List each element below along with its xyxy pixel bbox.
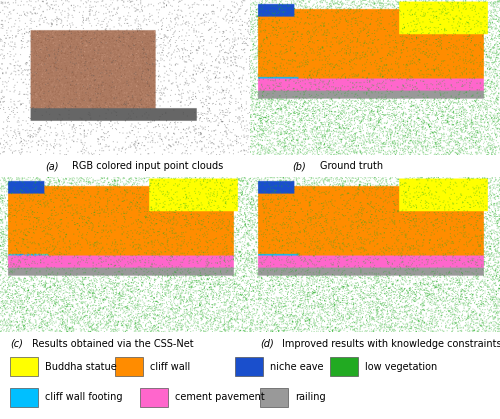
Text: low vegetation: low vegetation: [365, 362, 438, 372]
Text: cliff wall footing: cliff wall footing: [45, 392, 122, 402]
Text: Improved results with knowledge constraints: Improved results with knowledge constrai…: [282, 339, 500, 349]
Bar: [115, 357, 142, 376]
Text: (d): (d): [260, 339, 274, 349]
Bar: [10, 357, 38, 376]
Text: (c): (c): [10, 339, 23, 349]
Bar: [235, 357, 262, 376]
Text: Results obtained via the CSS-Net: Results obtained via the CSS-Net: [32, 339, 194, 349]
Text: cliff wall: cliff wall: [150, 362, 190, 372]
Text: RGB colored input point clouds: RGB colored input point clouds: [72, 161, 224, 171]
Text: niche eave: niche eave: [270, 362, 324, 372]
Bar: [260, 388, 287, 407]
Text: railing: railing: [295, 392, 326, 402]
Bar: [10, 388, 38, 407]
Bar: [140, 388, 168, 407]
Text: Buddha statue: Buddha statue: [45, 362, 117, 372]
Text: cement pavement: cement pavement: [175, 392, 265, 402]
Text: Ground truth: Ground truth: [320, 161, 383, 171]
Text: (b): (b): [292, 161, 306, 171]
Bar: [330, 357, 357, 376]
Text: (a): (a): [45, 161, 59, 171]
